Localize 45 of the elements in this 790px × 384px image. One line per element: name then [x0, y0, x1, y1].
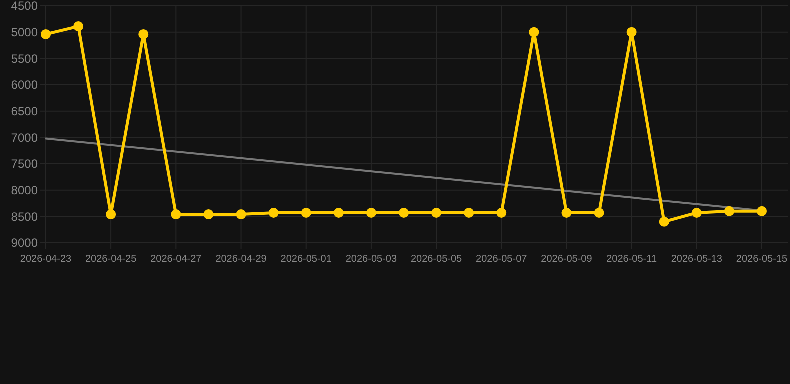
x-tick-label: 2026-04-23 [20, 254, 72, 265]
point [659, 216, 670, 227]
x-tick-label: 2026-05-07 [476, 254, 528, 265]
point [432, 208, 442, 218]
point [529, 27, 540, 38]
point [268, 208, 279, 218]
x-tick-label: 2026-05-13 [671, 254, 723, 265]
point [334, 208, 344, 218]
point [171, 210, 182, 220]
x-tick-label: 2026-05-11 [606, 254, 658, 265]
y-tick-label: 8000 [11, 184, 38, 198]
point [301, 208, 312, 218]
point [399, 208, 409, 218]
x-tick-label: 2026-04-29 [216, 254, 268, 265]
point [106, 210, 116, 220]
point [74, 22, 84, 32]
point [366, 208, 376, 218]
x-tick-label: 2026-04-27 [150, 254, 202, 265]
point [724, 206, 734, 216]
x-tick-label: 2026-05-15 [736, 254, 788, 265]
point [138, 29, 149, 40]
point [204, 210, 214, 220]
point [757, 206, 767, 216]
point [626, 27, 637, 38]
point [562, 208, 572, 218]
x-tick-label: 2026-05-01 [280, 254, 332, 265]
y-tick-label: 7000 [11, 130, 38, 145]
y-tick-label: 5500 [11, 52, 38, 66]
point [464, 208, 474, 218]
point [692, 208, 702, 218]
x-tick-label: 2026-05-09 [541, 254, 593, 265]
y-tick-label: 4500 [11, 0, 38, 14]
y-tick-label: 6000 [11, 78, 38, 92]
y-tick-label: 5000 [11, 26, 38, 40]
y-tick-label: 7500 [11, 157, 38, 172]
x-tick-label: 2026-04-25 [86, 254, 138, 265]
point [41, 29, 51, 40]
point [236, 210, 246, 220]
y-tick-label: 9000 [11, 236, 38, 250]
point [496, 208, 507, 218]
y-tick-label: 8500 [11, 210, 38, 224]
point [594, 208, 604, 218]
x-tick-label: 2026-05-03 [346, 254, 398, 265]
x-tick-label: 2026-05-05 [410, 254, 463, 265]
y-tick-label: 6500 [11, 104, 38, 119]
